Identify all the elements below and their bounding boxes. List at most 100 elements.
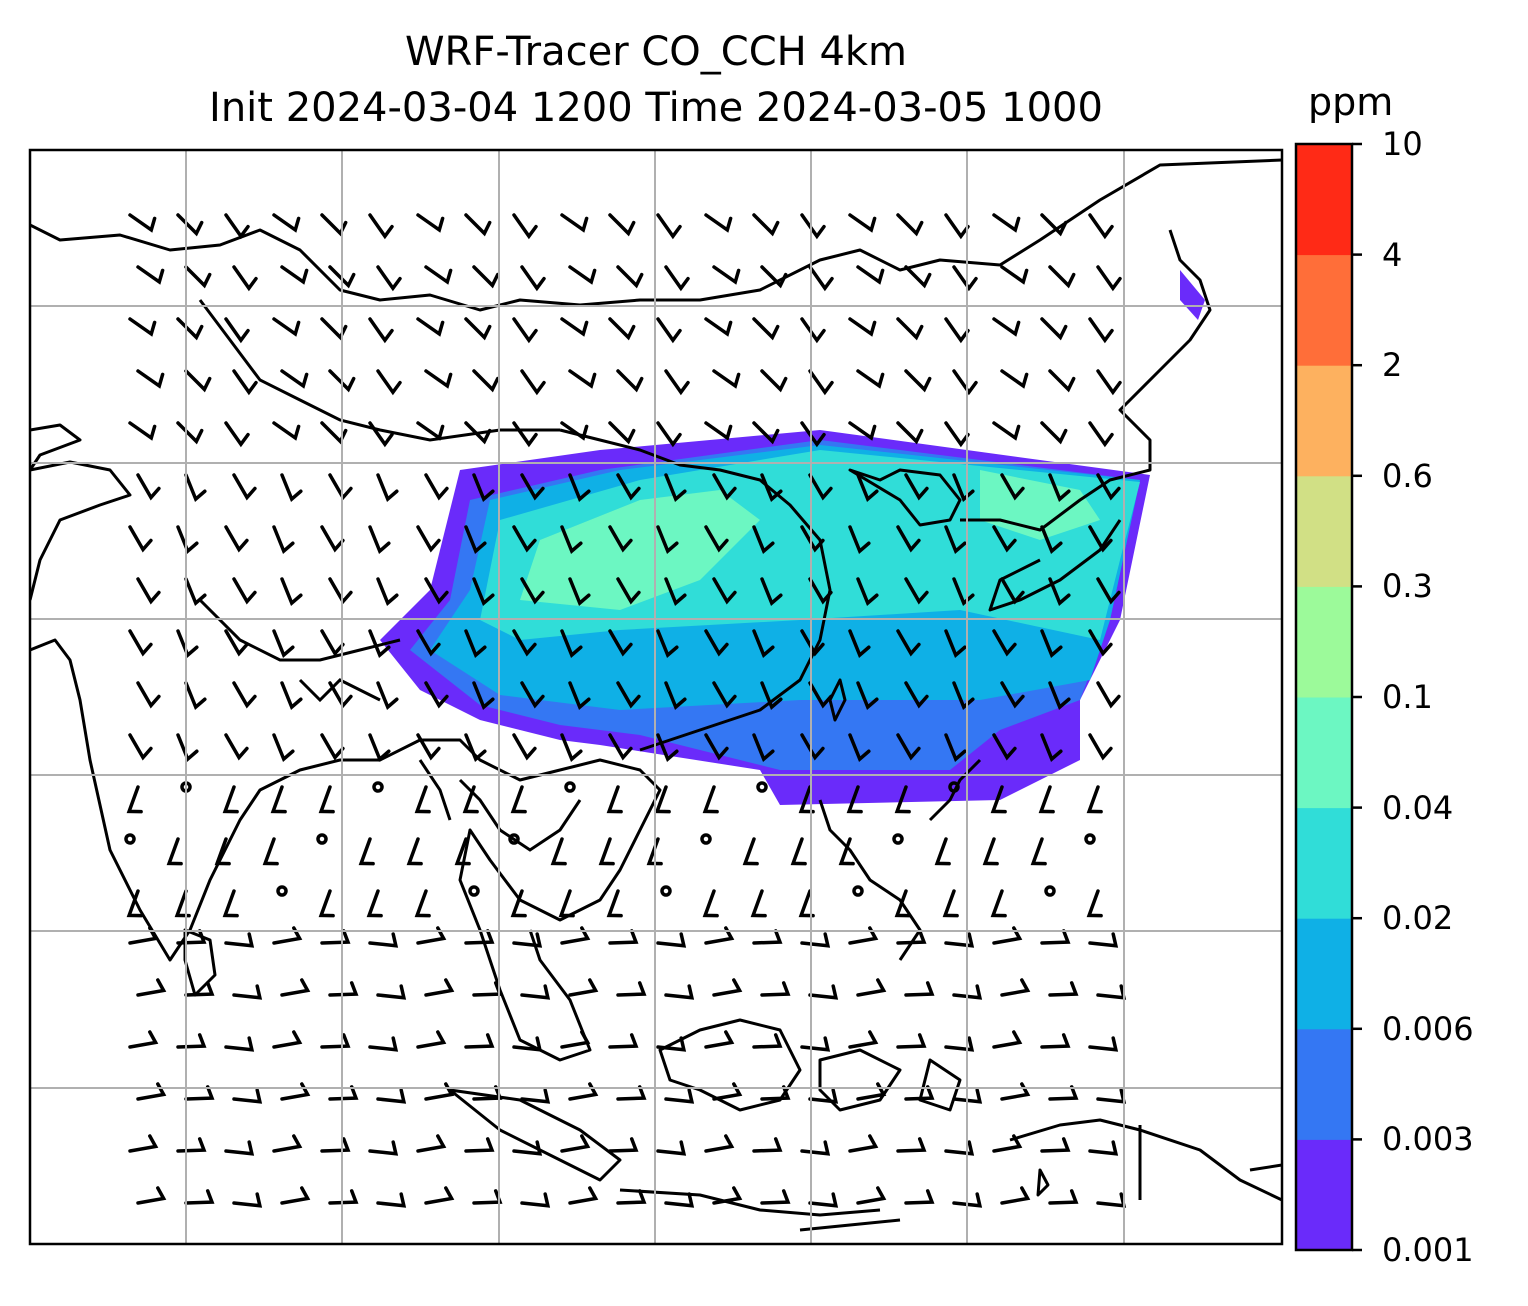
wind-barb: [704, 213, 733, 233]
wind-barb: [376, 265, 402, 292]
wind-barb: [328, 1085, 359, 1101]
wind-barb: [704, 629, 729, 657]
wind-barb: [176, 629, 199, 659]
wind-barb: [1040, 213, 1068, 237]
wind-barb: [464, 1033, 495, 1049]
wind-barb: [664, 1088, 695, 1104]
wind-barb: [424, 681, 449, 709]
wind-barb: [856, 473, 879, 503]
wind-barb: [464, 733, 487, 763]
wind-barb: [464, 213, 492, 237]
wind-barb: [808, 265, 834, 292]
wind-barb: [704, 525, 729, 553]
wind-barb: [1040, 317, 1068, 341]
wind-barb: [702, 785, 719, 814]
wind-barb: [904, 369, 932, 393]
wind-barb: [472, 1189, 503, 1205]
wind-barb: [656, 317, 682, 344]
wind-barb: [944, 733, 967, 763]
wind-barb: [704, 421, 733, 441]
wind-barb: [952, 265, 978, 292]
wind-barb: [992, 1134, 1023, 1153]
wind-barb: [272, 1030, 303, 1049]
wind-barb: [136, 1082, 167, 1101]
wind-barb: [896, 213, 924, 237]
wind-barb: [224, 421, 250, 448]
wind-barb: [568, 265, 597, 285]
wind-barb: [512, 1140, 543, 1156]
wind-barb: [1086, 785, 1103, 814]
wind-barb: [222, 889, 239, 918]
wind-barb: [174, 889, 191, 918]
wind-barb: [1040, 525, 1063, 555]
wind-barb: [990, 889, 1007, 918]
wind-barb: [800, 932, 831, 948]
wind-barb: [1048, 265, 1076, 289]
wind-barb: [904, 265, 932, 289]
wind-barb: [616, 369, 644, 393]
wind-barb: [752, 525, 775, 555]
wind-barb: [550, 837, 567, 866]
wind-barb: [280, 369, 309, 389]
wind-barb: [1000, 681, 1025, 709]
wind-barbs: [124, 213, 1127, 1208]
wind-barb: [510, 785, 527, 814]
wind-barb: [320, 317, 348, 341]
wind-barb: [616, 265, 644, 289]
colorbar-segment: [1296, 697, 1352, 809]
wind-barb: [472, 577, 495, 607]
colorbar: [1296, 142, 1362, 1252]
wind-barb: [1088, 932, 1119, 948]
wind-barb: [184, 265, 212, 289]
wind-barb: [512, 213, 538, 240]
wind-calm-marker: [700, 833, 712, 845]
wind-calm-marker: [564, 781, 576, 793]
wind-barb: [272, 1134, 303, 1153]
wind-barb: [184, 1189, 215, 1205]
wind-barb: [328, 473, 353, 501]
wind-calm-marker: [948, 781, 960, 793]
wind-barb: [272, 629, 295, 659]
wind-barb: [416, 525, 441, 553]
wind-barb: [560, 213, 589, 233]
wind-barb: [1096, 1088, 1127, 1104]
wind-barb: [848, 525, 871, 555]
tracer-plume: [380, 270, 1205, 805]
map-title-line-2: Init 2024-03-04 1200 Time 2024-03-05 100…: [209, 85, 1103, 131]
wind-barb: [176, 213, 204, 237]
wind-barb: [512, 421, 538, 448]
wind-barb: [760, 265, 788, 289]
wind-barb: [952, 1192, 983, 1208]
wind-barb: [568, 978, 599, 997]
wind-barb: [510, 889, 527, 918]
wind-barb: [224, 1140, 255, 1156]
wind-barb: [376, 369, 402, 396]
wind-barb: [184, 681, 207, 711]
wind-barb: [664, 1192, 695, 1208]
wind-barb: [704, 1134, 735, 1153]
wind-barb: [568, 681, 591, 711]
wind-barb: [608, 1033, 639, 1049]
colorbar-tick-label: 4: [1382, 235, 1403, 274]
wind-barb: [176, 1033, 207, 1049]
wind-barb: [280, 473, 303, 503]
wind-barb: [320, 525, 345, 553]
wind-barb: [454, 837, 471, 866]
wind-barb: [808, 984, 839, 1000]
wind-barb: [752, 317, 780, 341]
wind-barb: [416, 1030, 447, 1049]
wind-barb: [944, 525, 967, 555]
wind-barb: [1040, 421, 1068, 445]
wind-barb: [512, 317, 538, 344]
colorbar-tick-label: 0.6: [1382, 456, 1433, 495]
wind-barb: [606, 785, 623, 814]
wind-barb: [616, 1085, 647, 1101]
wind-barb: [262, 837, 279, 866]
colorbar-tick-label: 0.003: [1382, 1120, 1474, 1159]
wind-barb: [712, 369, 741, 389]
wind-barb: [1000, 265, 1029, 285]
wind-barb: [904, 577, 929, 605]
wind-barb: [136, 978, 167, 997]
wind-barb: [1096, 681, 1121, 709]
wind-barb: [952, 984, 983, 1000]
